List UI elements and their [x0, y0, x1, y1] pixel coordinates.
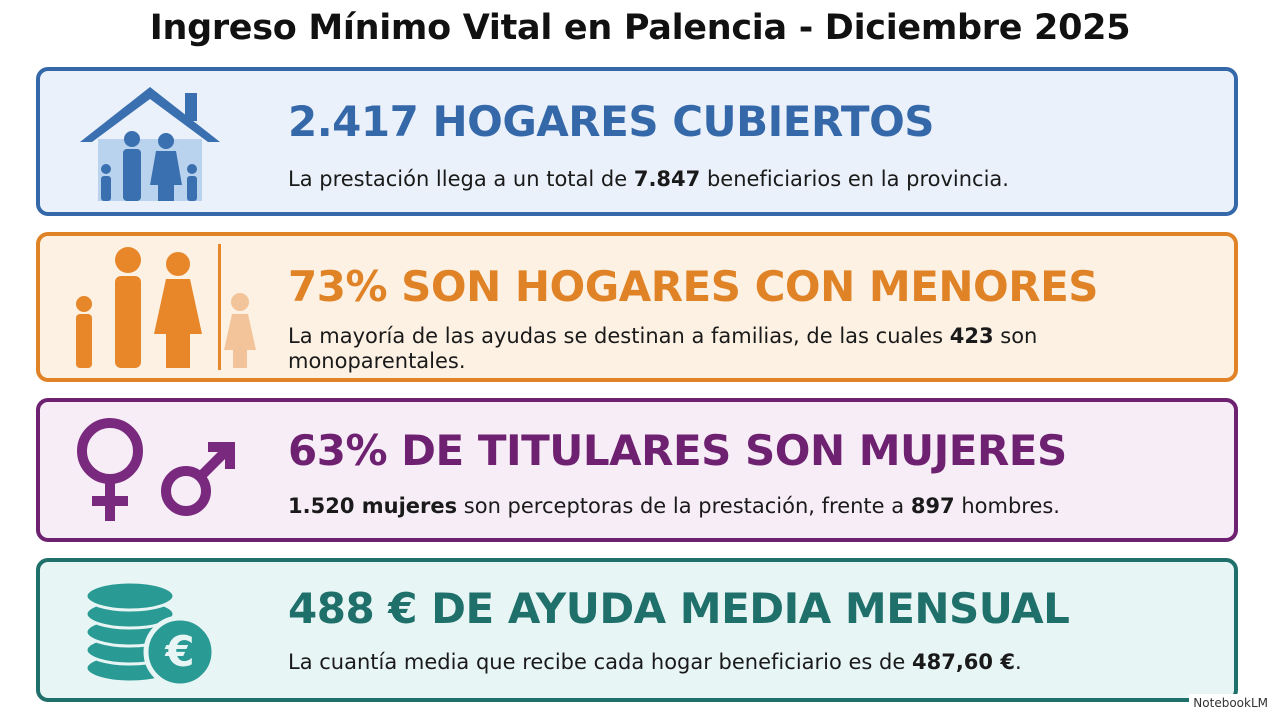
gender-icon — [77, 418, 235, 521]
card-description: La mayoría de las ayudas se destinan a f… — [288, 324, 1210, 374]
card-heading: 73% SON HOGARES CON MENORES — [288, 262, 1099, 311]
card-heading: 2.417 HOGARES CUBIERTOS — [288, 97, 935, 146]
card: 63% DE TITULARES SON MUJERES 1.520 mujer… — [36, 398, 1238, 542]
card: 73% SON HOGARES CON MENORES La mayoría d… — [36, 232, 1238, 382]
card: € 488 € DE AYUDA MEDIA MENSUAL La cuantí… — [36, 558, 1238, 702]
text: La prestación llega a un total de — [288, 167, 634, 191]
text: hombres. — [954, 494, 1060, 518]
text: La cuantía media que recibe cada hogar b… — [288, 650, 912, 674]
card-heading: 488 € DE AYUDA MEDIA MENSUAL — [288, 584, 1070, 633]
card-description: 1.520 mujeres son perceptoras de la pres… — [288, 494, 1210, 519]
bold-text: 7.847 — [633, 167, 701, 191]
bold-text: 423 — [949, 324, 994, 348]
bold-text: 1.520 mujeres — [288, 494, 458, 518]
text: La mayoría de las ayudas se destinan a f… — [288, 324, 950, 348]
svg-text:€: € — [164, 627, 194, 676]
card-description: La cuantía media que recibe cada hogar b… — [288, 650, 1210, 675]
coins-icon: € — [84, 580, 217, 689]
card: 2.417 HOGARES CUBIERTOS La prestación ll… — [36, 67, 1238, 216]
bold-text: 897 — [910, 494, 955, 518]
bold-text: 487,60 € — [911, 650, 1015, 674]
text: . — [1014, 650, 1022, 674]
card-heading: 63% DE TITULARES SON MUJERES — [288, 426, 1067, 475]
house-family-icon — [80, 86, 220, 201]
brand-watermark: NotebookLM — [1189, 694, 1272, 712]
text: son monoparentales. — [288, 324, 1038, 373]
text: son perceptoras de la prestación, frente… — [457, 494, 911, 518]
title: Ingreso Mínimo Vital en Palencia - Dicie… — [149, 8, 1131, 48]
family-icon — [76, 244, 256, 370]
text: beneficiarios en la provincia. — [700, 167, 1009, 191]
card-description: La prestación llega a un total de 7.847 … — [288, 167, 1210, 192]
